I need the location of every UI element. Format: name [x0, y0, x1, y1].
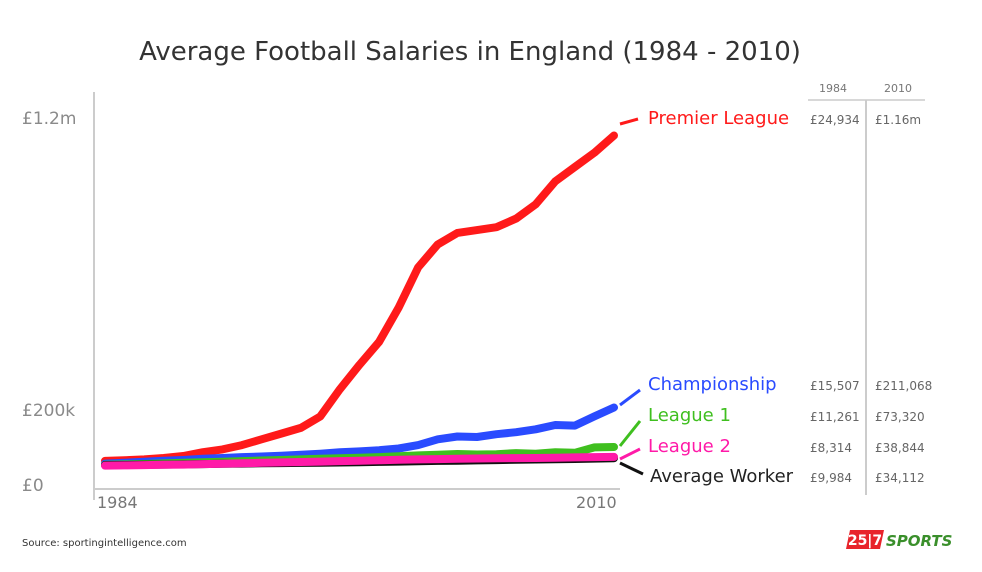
series-labels: Premier League Championship League 1 Lea…	[618, 108, 794, 487]
leader-league-2	[619, 447, 641, 461]
leader-premier-league	[619, 117, 639, 126]
logo-number: 25|7	[848, 533, 882, 549]
brand-logo: 25|7 SPORTS	[846, 530, 952, 550]
label-championship: Championship	[648, 374, 777, 395]
leader-championship	[619, 388, 641, 407]
table-cell-league1-2010: £73,320	[875, 410, 925, 424]
x-tick-label-end: 2010	[576, 493, 617, 512]
table-cell-league2-2010: £38,844	[875, 441, 925, 455]
chart-title: Average Football Salaries in England (19…	[139, 37, 801, 67]
y-tick-label-mid: £200k	[22, 401, 75, 421]
table-cell-premier-2010: £1.16m	[875, 113, 921, 127]
table-cell-league1-1984: £11,261	[810, 410, 860, 424]
label-premier-league: Premier League	[648, 108, 789, 129]
leader-league-1	[618, 420, 642, 447]
source-note: Source: sportingintelligence.com	[22, 538, 187, 549]
table-cell-league2-1984: £8,314	[810, 441, 852, 455]
table-cell-premier-1984: £24,934	[810, 113, 860, 127]
label-league-1: League 1	[648, 405, 731, 426]
table-cell-championship-2010: £211,068	[875, 379, 932, 393]
table-cell-worker-2010: £34,112	[875, 471, 925, 485]
leader-average-worker	[619, 461, 644, 476]
y-tick-label-top: £1.2m	[22, 109, 76, 129]
label-league-2: League 2	[648, 436, 731, 457]
series-line-league-2	[101, 452, 618, 470]
y-tick-label-zero: £0	[22, 476, 44, 496]
label-average-worker: Average Worker	[650, 466, 794, 487]
table-header-1984: 1984	[819, 82, 847, 95]
table-cell-worker-1984: £9,984	[810, 471, 852, 485]
logo-word: SPORTS	[886, 532, 952, 550]
table-cell-championship-1984: £15,507	[810, 379, 860, 393]
logo-badge	[846, 530, 884, 549]
series-lines	[101, 131, 618, 470]
table-header-2010: 2010	[884, 82, 912, 95]
series-line-premier-league	[101, 131, 618, 465]
value-table: 1984 2010 £24,934 £1.16m £15,507 £211,06…	[808, 82, 932, 495]
x-tick-label-start: 1984	[97, 493, 138, 512]
